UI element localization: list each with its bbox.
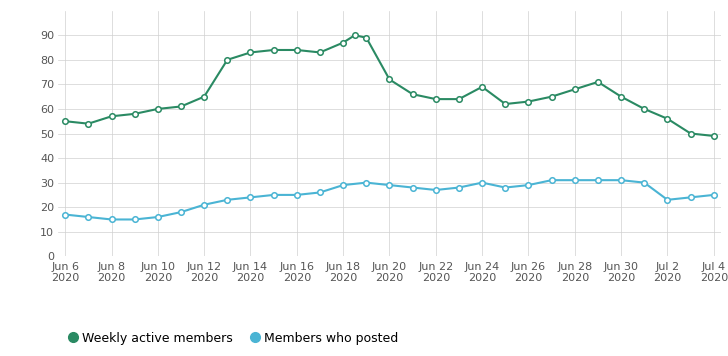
Legend: Weekly active members, Members who posted: Weekly active members, Members who poste… <box>65 327 403 350</box>
